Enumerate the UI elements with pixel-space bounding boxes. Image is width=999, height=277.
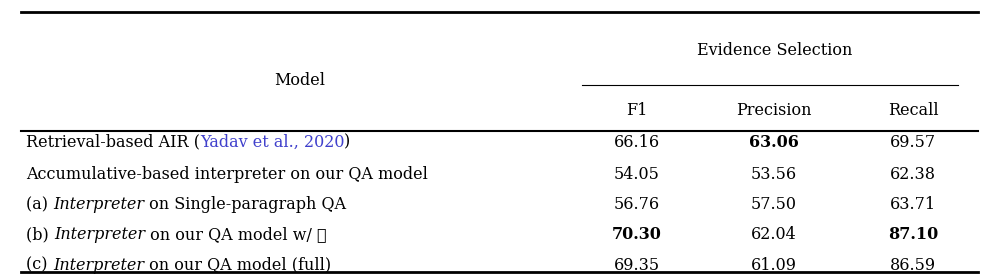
Text: 56.76: 56.76 — [614, 196, 660, 213]
Text: 63.06: 63.06 — [748, 134, 798, 151]
Text: 54.05: 54.05 — [614, 166, 660, 183]
Text: Recall: Recall — [888, 102, 938, 119]
Text: 63.71: 63.71 — [890, 196, 936, 213]
Text: 69.35: 69.35 — [614, 257, 660, 273]
Text: Yadav et al., 2020: Yadav et al., 2020 — [200, 134, 345, 151]
Text: 69.57: 69.57 — [890, 134, 936, 151]
Text: 66.16: 66.16 — [614, 134, 660, 151]
Text: Interpreter: Interpreter — [53, 257, 144, 273]
Text: on our QA model w/: on our QA model w/ — [145, 227, 317, 243]
Text: (c): (c) — [26, 257, 53, 273]
Text: Interpreter: Interpreter — [53, 196, 144, 213]
Text: (a): (a) — [26, 196, 53, 213]
Text: 87.10: 87.10 — [888, 227, 938, 243]
Text: F1: F1 — [626, 102, 647, 119]
Text: Retrieval-based AIR (: Retrieval-based AIR ( — [26, 134, 200, 151]
Text: on Single-paragraph QA: on Single-paragraph QA — [144, 196, 346, 213]
Text: Evidence Selection: Evidence Selection — [697, 42, 852, 59]
Text: Model: Model — [274, 72, 325, 89]
Text: 61.09: 61.09 — [750, 257, 796, 273]
Text: 62.38: 62.38 — [890, 166, 936, 183]
Text: 62.04: 62.04 — [750, 227, 796, 243]
Text: 53.56: 53.56 — [750, 166, 796, 183]
Text: ): ) — [344, 134, 351, 151]
Text: (b): (b) — [26, 227, 54, 243]
Text: 86.59: 86.59 — [890, 257, 936, 273]
Text: 57.50: 57.50 — [750, 196, 796, 213]
Text: Interpreter: Interpreter — [54, 227, 145, 243]
Text: 70.30: 70.30 — [612, 227, 662, 243]
Text: Precision: Precision — [735, 102, 811, 119]
Text: on our QA model (full): on our QA model (full) — [144, 257, 331, 273]
Text: Accumulative-based interpreter on our QA model: Accumulative-based interpreter on our QA… — [26, 166, 429, 183]
Text: ℛ: ℛ — [317, 227, 326, 243]
